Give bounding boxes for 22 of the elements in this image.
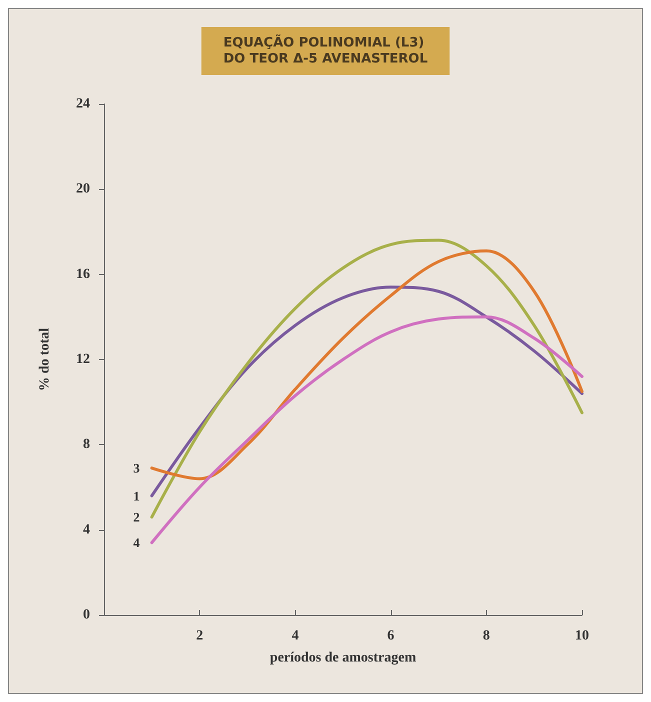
line-series — [150, 315, 584, 544]
line-series — [150, 249, 584, 480]
y-tick-label: 0 — [83, 608, 90, 622]
x-tick-label: 6 — [387, 628, 394, 644]
series-label: 4 — [133, 535, 140, 550]
x-tick-label: 8 — [482, 628, 490, 644]
y-tick-label: 8 — [83, 437, 90, 452]
series-label: 2 — [133, 510, 140, 525]
y-tick-label: 12 — [76, 352, 90, 367]
y-tick-label: 24 — [76, 96, 90, 112]
x-axis-title: períodos de amostragem — [270, 650, 416, 666]
y-tick-label: 20 — [76, 182, 90, 197]
series-label: 1 — [133, 488, 140, 504]
series-label: 3 — [133, 460, 140, 476]
y-tick-label: 16 — [76, 266, 90, 282]
chart-title: EQUAÇÃO POLINOMIAL (L3) DO TEOR Δ-5 AVENASTEROL — [223, 34, 428, 66]
y-tick-label: 4 — [83, 522, 90, 538]
x-tick-label: 2 — [196, 628, 204, 644]
y-axis-title: % do total — [38, 328, 52, 391]
x-tick-label: 4 — [292, 628, 299, 644]
x-tick-label: 10 — [575, 628, 589, 644]
line-series — [150, 238, 584, 519]
